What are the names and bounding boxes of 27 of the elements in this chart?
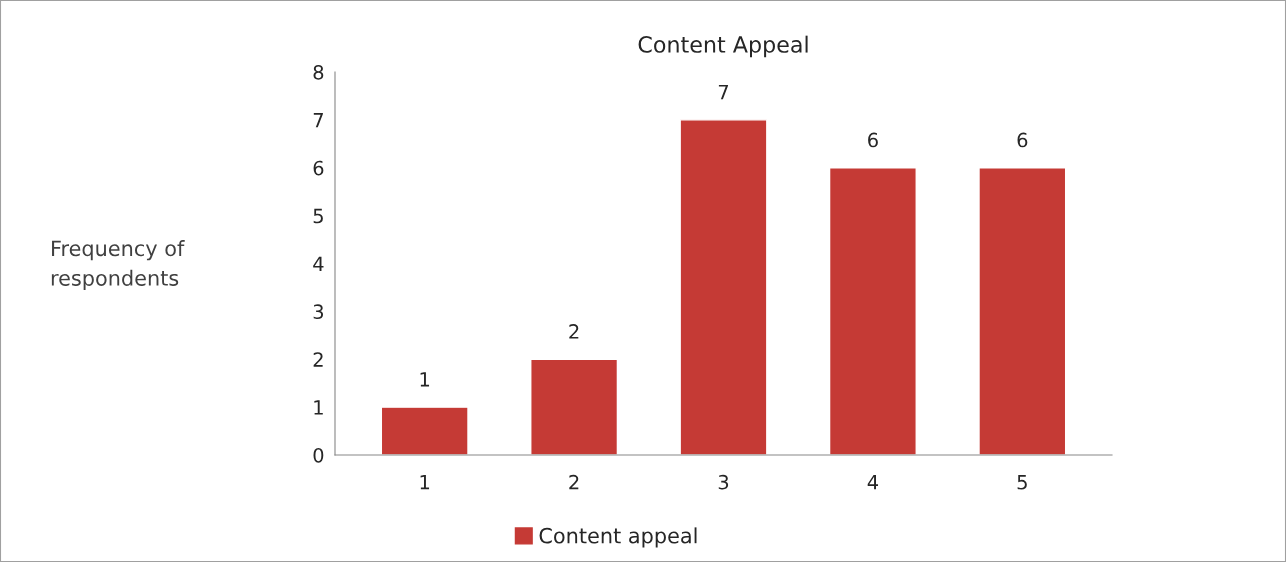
- text: Frequency of respondents: [51, 240, 185, 290]
- chart-title: Content Appeal: [638, 35, 808, 58]
- bar: [380, 406, 469, 455]
- data-label: 7: [718, 84, 729, 100]
- bar: [978, 167, 1067, 455]
- bar: [530, 358, 619, 455]
- x-tick-label: 3: [718, 474, 729, 490]
- y-tick-label: 8: [313, 64, 324, 80]
- x-tick-label: 2: [569, 474, 579, 490]
- data-label: 6: [868, 132, 878, 148]
- y-tick-label: 4: [313, 256, 324, 271]
- data-label: 1: [420, 372, 430, 387]
- x-tick-label: 5: [1017, 475, 1027, 490]
- y-tick-label: 2: [313, 352, 323, 367]
- data-label: 2: [569, 324, 579, 339]
- y-tick-label: 0: [313, 447, 324, 463]
- legend-label: Content appeal: [539, 527, 697, 548]
- y-tick-label: 1: [314, 400, 323, 415]
- x-tick-label: 1: [420, 475, 430, 490]
- y-tick-label: 7: [313, 113, 323, 128]
- y-tick-label: 3: [313, 304, 324, 320]
- bar: [679, 119, 768, 455]
- y-tick-label: 6: [313, 160, 324, 176]
- y-tick-label: 5: [313, 208, 323, 224]
- data-label: 6: [1017, 132, 1028, 148]
- bar: [828, 167, 917, 455]
- x-tick-label: 4: [867, 475, 879, 490]
